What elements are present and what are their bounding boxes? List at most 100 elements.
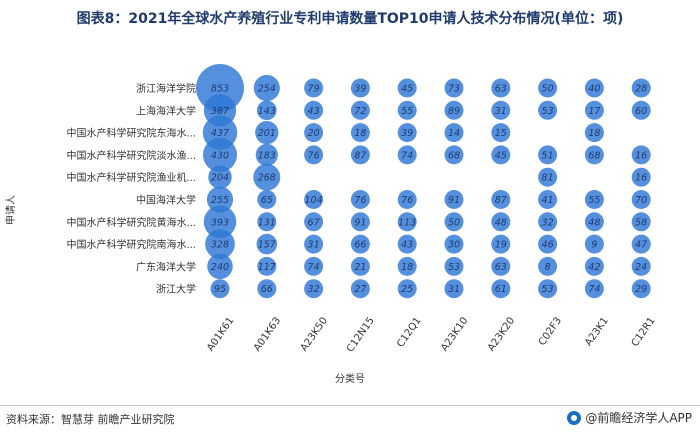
value-label: 143 xyxy=(258,106,276,117)
bubble xyxy=(538,256,558,276)
bubble xyxy=(397,256,417,276)
bubble xyxy=(538,212,558,232)
value-label: 68 xyxy=(448,150,460,161)
bubble xyxy=(255,143,278,167)
value-label: 39 xyxy=(354,84,366,95)
bubbles xyxy=(196,64,651,299)
footer-divider xyxy=(0,405,700,406)
value-label: 43 xyxy=(401,240,413,251)
value-label: 74 xyxy=(308,262,320,273)
value-label: 16 xyxy=(635,150,647,161)
y-tick-label: 浙江大学 xyxy=(156,283,196,296)
bubble xyxy=(257,279,277,299)
value-label: 117 xyxy=(258,262,276,273)
bubble xyxy=(631,167,651,187)
value-label: 53 xyxy=(448,262,460,273)
value-label: 76 xyxy=(401,195,413,206)
bubble xyxy=(631,78,651,98)
bubble xyxy=(538,190,558,209)
bubble xyxy=(304,145,324,165)
value-label: 113 xyxy=(398,217,416,228)
bubble xyxy=(491,100,511,120)
y-tick-label: 中国水产科学研究院东海水... xyxy=(66,127,196,140)
bubble xyxy=(350,78,370,98)
bubble xyxy=(584,78,604,98)
x-tick-label: A01K61 xyxy=(205,315,236,353)
brand-text: @前瞻经济学人APP xyxy=(585,411,692,425)
bubble xyxy=(255,120,279,145)
value-label: 81 xyxy=(542,173,554,184)
bubble xyxy=(304,100,324,120)
value-label: 240 xyxy=(211,262,229,273)
value-label: 73 xyxy=(448,84,460,95)
bubble xyxy=(491,190,511,209)
value-label: 437 xyxy=(211,128,229,139)
bubble xyxy=(207,253,233,280)
bubble xyxy=(444,256,464,276)
bubble xyxy=(444,78,464,98)
value-label: 70 xyxy=(635,195,647,206)
value-label: 67 xyxy=(308,217,320,228)
x-tick-label: A23K10 xyxy=(439,315,470,353)
bubble xyxy=(397,100,417,120)
value-label: 50 xyxy=(542,84,554,95)
bubble xyxy=(257,212,277,232)
value-label: 48 xyxy=(495,217,507,228)
value-label: 31 xyxy=(495,106,507,117)
bubble xyxy=(350,256,370,276)
value-label: 53 xyxy=(542,284,554,295)
bubble xyxy=(397,145,417,165)
value-label: 51 xyxy=(542,150,554,161)
value-label: 91 xyxy=(354,217,366,228)
value-label: 393 xyxy=(211,217,229,228)
bubble xyxy=(397,212,417,232)
value-label: 89 xyxy=(448,106,460,117)
bubble xyxy=(491,145,511,165)
value-label: 76 xyxy=(354,195,366,206)
value-label: 21 xyxy=(354,262,366,273)
bubble xyxy=(584,145,604,165)
bubble xyxy=(491,279,511,299)
bubble xyxy=(538,234,558,254)
value-label: 87 xyxy=(495,195,507,206)
x-tick-label: A01K63 xyxy=(252,315,283,353)
value-label: 74 xyxy=(588,284,600,295)
bubble xyxy=(584,190,604,209)
value-label: 43 xyxy=(308,106,320,117)
bubble xyxy=(208,165,232,189)
value-label: 48 xyxy=(588,217,600,228)
value-label: 45 xyxy=(401,84,413,95)
bubble xyxy=(257,256,277,276)
bubble xyxy=(304,212,324,232)
value-label: 60 xyxy=(635,106,647,117)
bubble xyxy=(444,279,464,299)
bubble xyxy=(350,234,370,254)
bubble xyxy=(350,190,370,209)
bubble xyxy=(304,78,324,98)
value-label: 45 xyxy=(495,150,507,161)
y-axis-title-group: 申请人 xyxy=(4,195,17,225)
x-tick-label: C12R1 xyxy=(630,315,658,348)
value-label: 91 xyxy=(448,195,460,206)
value-label: 63 xyxy=(495,262,507,273)
value-label: 46 xyxy=(542,240,554,251)
value-label: 55 xyxy=(401,106,413,117)
bubble xyxy=(444,100,464,120)
bubble xyxy=(538,279,558,299)
bubble xyxy=(350,145,370,165)
bubble xyxy=(584,279,604,299)
value-label: 32 xyxy=(542,217,554,228)
value-label: 50 xyxy=(448,217,460,228)
value-label: 30 xyxy=(448,240,460,251)
value-label: 28 xyxy=(635,84,647,95)
chart-title: 图表8：2021年全球水产养殖行业专利申请数量TOP10申请人技术分布情况(单位… xyxy=(76,11,624,27)
x-tick-label: A23K50 xyxy=(299,315,330,353)
bubble xyxy=(491,234,511,254)
bubble xyxy=(444,123,464,143)
value-label: 254 xyxy=(258,84,276,95)
value-label: 41 xyxy=(542,195,554,206)
bubble xyxy=(253,163,281,191)
value-label: 65 xyxy=(261,195,273,206)
